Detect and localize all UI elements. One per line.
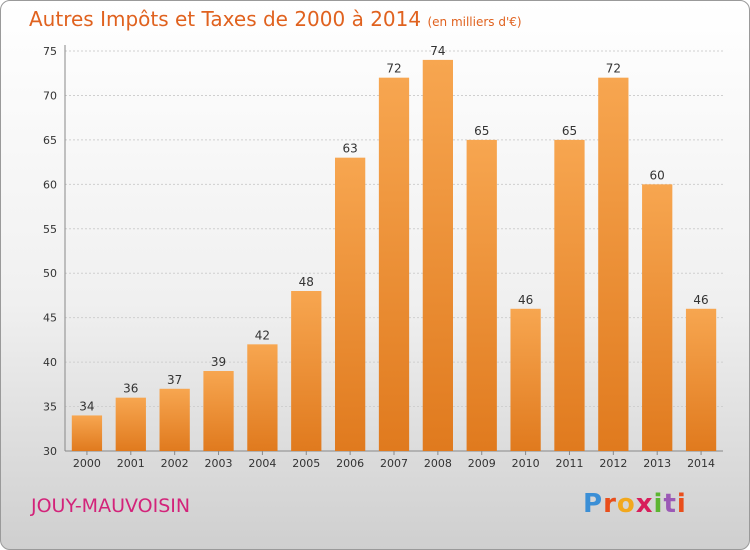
- y-tick-label: 70: [43, 89, 57, 102]
- y-tick-label: 60: [43, 178, 57, 191]
- y-tick-label: 35: [43, 401, 57, 414]
- value-label-2007: 72: [386, 62, 401, 76]
- x-tick-label-2007: 2007: [380, 457, 408, 470]
- commune-name: JOUY-MAUVOISIN: [31, 495, 191, 517]
- bar-2012: [598, 77, 629, 452]
- logo-letter: r: [603, 489, 617, 519]
- bar-2005: [291, 291, 322, 451]
- x-tick-label-2005: 2005: [292, 457, 320, 470]
- bar-2008: [422, 59, 454, 452]
- value-label-2000: 34: [79, 399, 94, 413]
- labels: 30 35 40 45 50 55 60 65 70 75 34 2000 36 2001 37 2002 39…: [43, 44, 715, 470]
- x-tick-label-2014: 2014: [687, 457, 715, 470]
- value-label-2002: 37: [167, 373, 182, 387]
- value-label-2012: 72: [606, 62, 621, 76]
- x-tick-label-2008: 2008: [424, 457, 452, 470]
- value-label-2008: 74: [430, 44, 445, 58]
- bar-2002: [159, 388, 190, 451]
- y-tick-label: 45: [43, 312, 57, 325]
- y-tick-label: 40: [43, 356, 57, 369]
- x-tick-label-2002: 2002: [161, 457, 189, 470]
- bar-2014: [685, 308, 717, 451]
- logo-letter: P: [583, 489, 604, 519]
- bar-2006: [334, 157, 366, 451]
- value-label-2004: 42: [255, 328, 270, 342]
- y-tick-label: 55: [43, 223, 57, 236]
- logo-letter: t: [663, 489, 677, 519]
- value-label-2005: 48: [299, 275, 314, 289]
- x-tick-label-2012: 2012: [599, 457, 627, 470]
- bar-2001: [115, 397, 146, 451]
- logo-letter: x: [635, 489, 654, 519]
- x-tick-label-2010: 2010: [512, 457, 540, 470]
- logo-letter: o: [616, 489, 636, 519]
- value-label-2014: 46: [693, 293, 708, 307]
- x-tick-label-2011: 2011: [555, 457, 583, 470]
- y-tick-label: 50: [43, 267, 57, 280]
- bar-2004: [247, 344, 278, 451]
- x-tick-label-2004: 2004: [248, 457, 276, 470]
- x-tick-label-2006: 2006: [336, 457, 364, 470]
- bar-2011: [554, 139, 585, 451]
- y-tick-label: 30: [43, 445, 57, 458]
- value-label-2001: 36: [123, 382, 138, 396]
- bar-2000: [71, 415, 103, 451]
- logo-letter: i: [676, 489, 687, 519]
- bar-2007: [378, 77, 410, 452]
- x-tick-label-2009: 2009: [468, 457, 496, 470]
- proxiti-logo: Proxiti: [583, 489, 687, 519]
- value-label-2009: 65: [474, 124, 489, 138]
- x-tick-label-2003: 2003: [205, 457, 233, 470]
- x-tick-label-2000: 2000: [73, 457, 101, 470]
- x-tick-label-2013: 2013: [643, 457, 671, 470]
- value-label-2013: 60: [650, 168, 665, 182]
- logo-letter: i: [653, 489, 664, 519]
- value-label-2011: 65: [562, 124, 577, 138]
- chart-title: Autres Impôts et Taxes de 2000 à 2014 (e…: [29, 7, 522, 31]
- chart-subtitle: (en milliers d'€): [427, 15, 522, 29]
- value-label-2003: 39: [211, 355, 226, 369]
- bar-2010: [510, 308, 541, 451]
- value-label-2006: 63: [342, 142, 357, 156]
- x-tick-label-2001: 2001: [117, 457, 145, 470]
- bar-2009: [466, 139, 497, 451]
- value-label-2010: 46: [518, 293, 533, 307]
- bars: [71, 59, 717, 452]
- bar-2003: [203, 371, 234, 451]
- chart-title-main: Autres Impôts et Taxes de 2000 à 2014: [29, 7, 422, 31]
- y-tick-label: 75: [43, 45, 57, 58]
- bar-2013: [642, 184, 673, 452]
- y-tick-label: 65: [43, 134, 57, 147]
